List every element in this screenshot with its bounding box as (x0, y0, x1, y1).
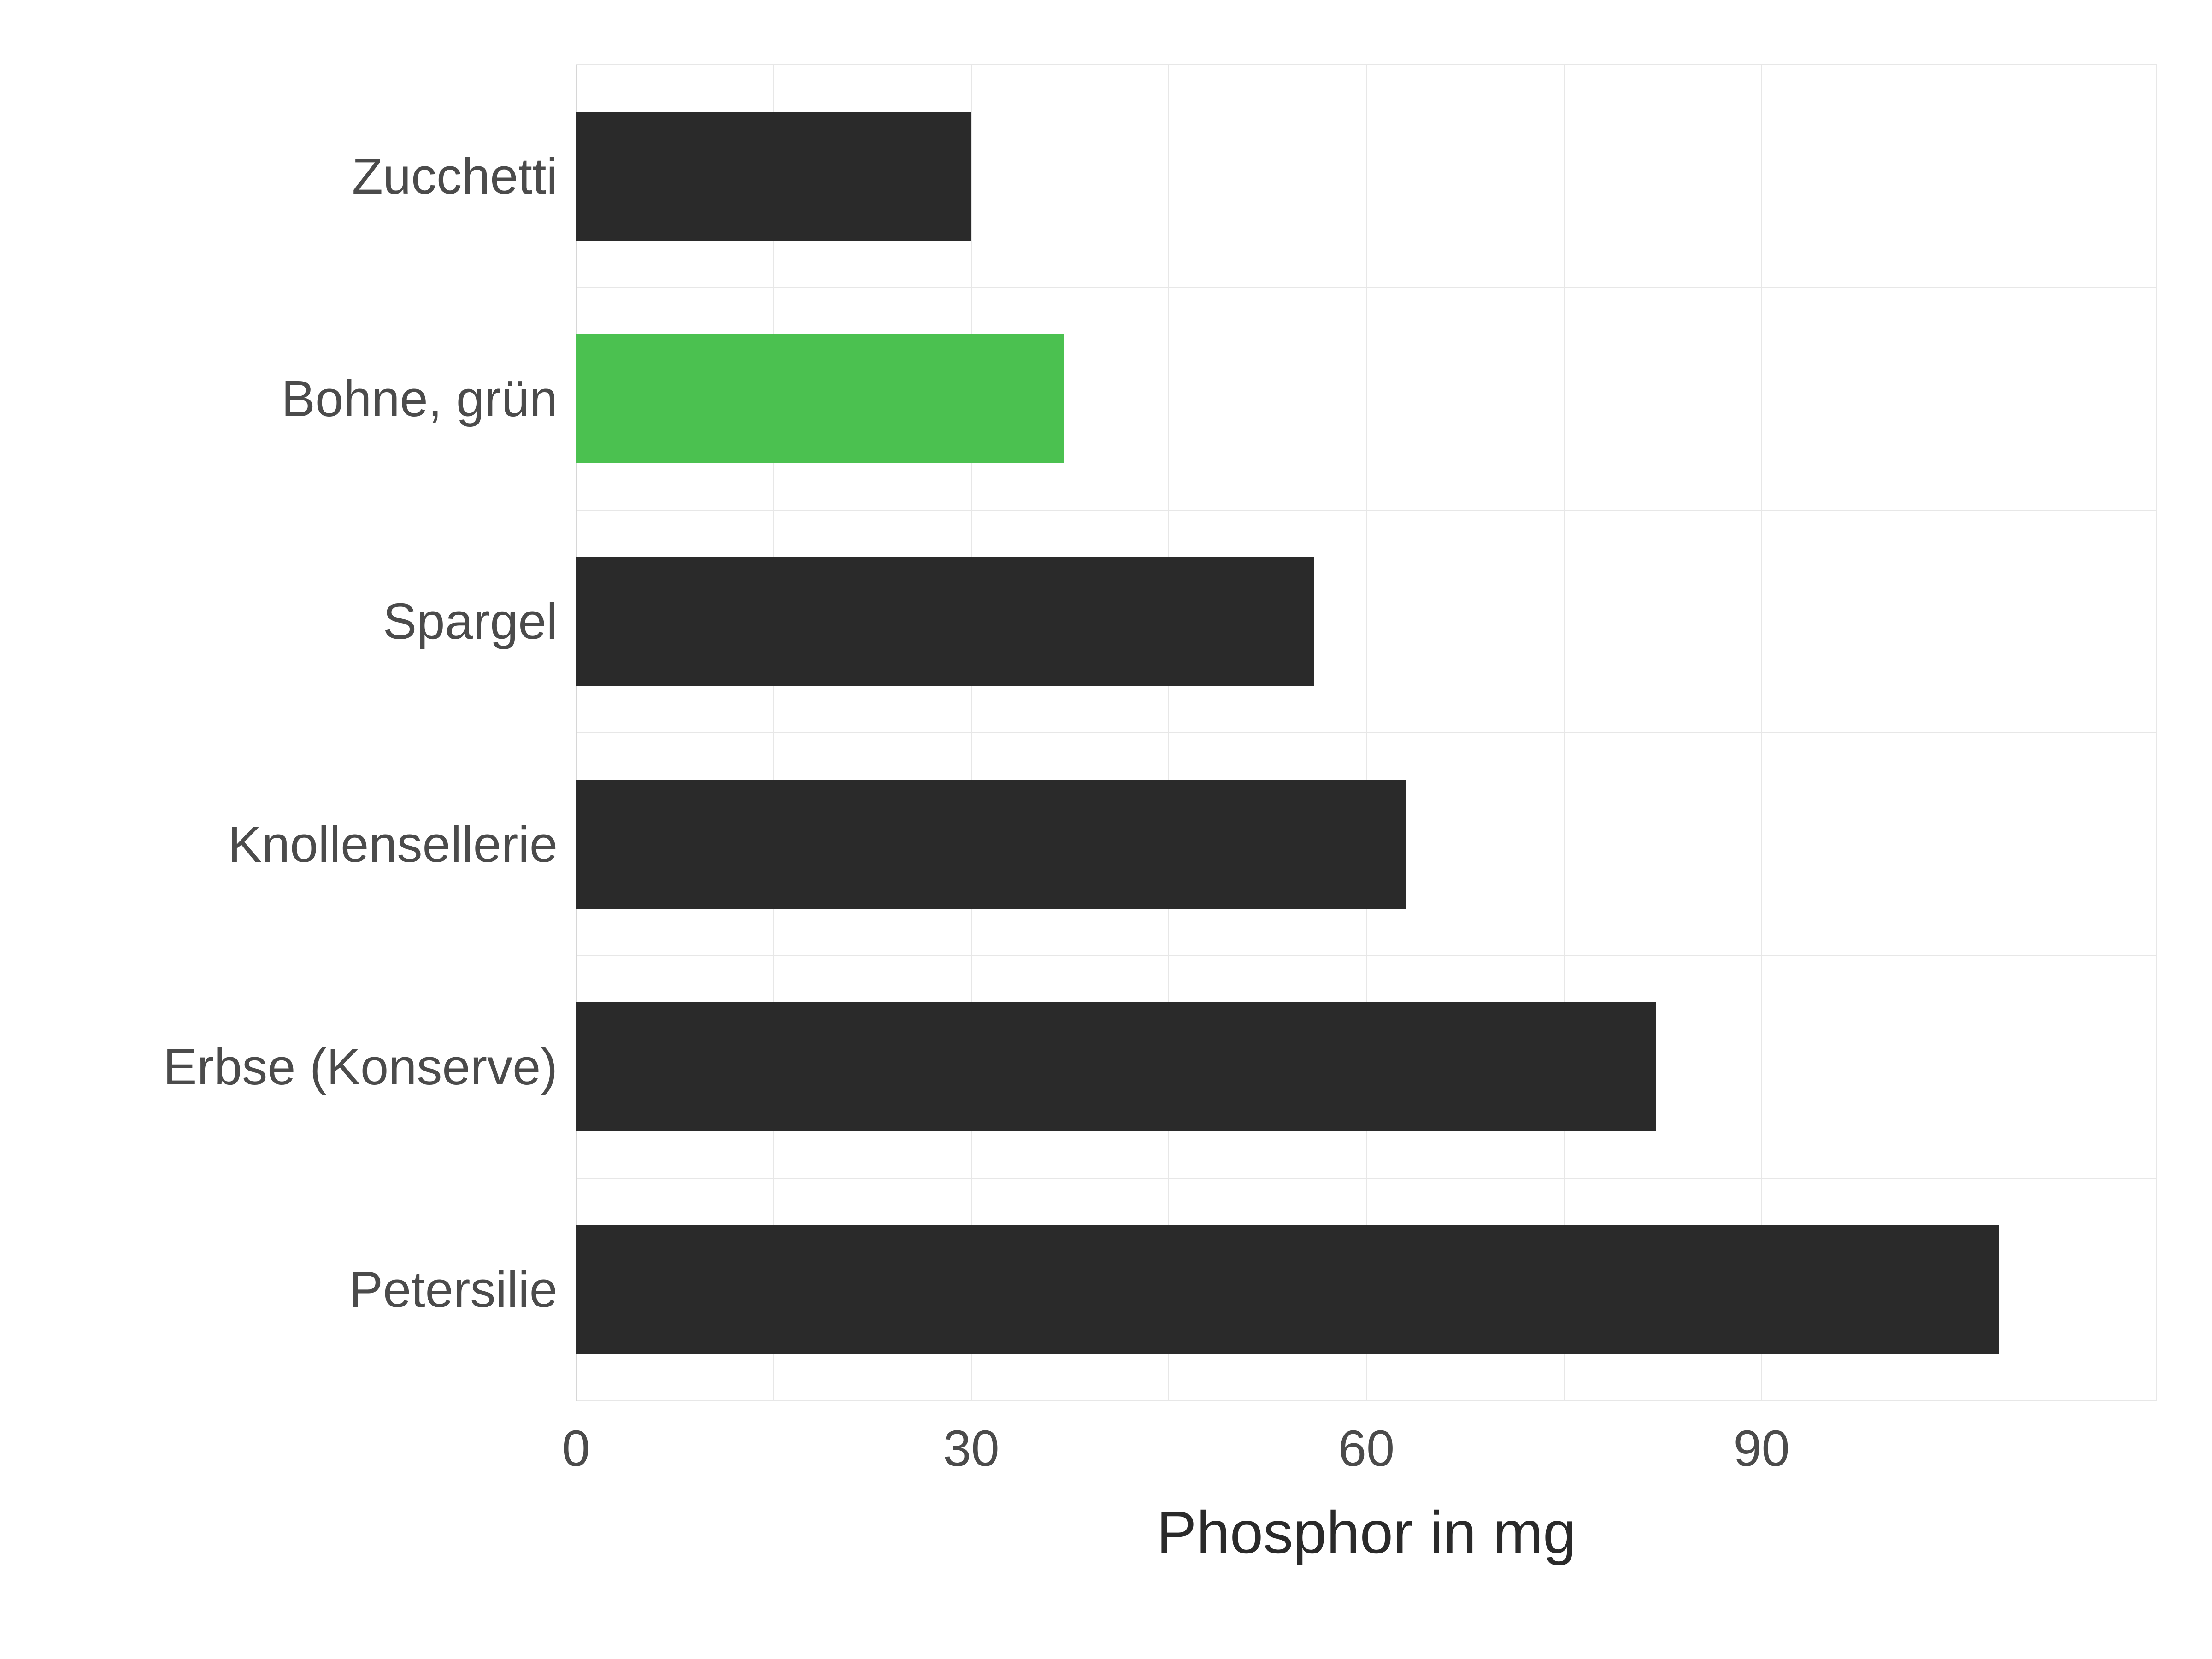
y-tick-label: Bohne, grün (282, 370, 558, 428)
bar (576, 1002, 1656, 1131)
y-tick-label: Knollensellerie (228, 815, 558, 874)
grid-line-horizontal (576, 287, 2157, 288)
y-axis-line (576, 65, 577, 1401)
plot-area (576, 65, 2157, 1401)
y-tick-label: Zucchetti (352, 147, 558, 206)
bar (576, 780, 1406, 909)
y-tick-label: Spargel (383, 592, 558, 651)
bar (576, 1225, 1999, 1354)
x-axis-title: Phosphor in mg (1157, 1498, 1577, 1567)
bar (576, 334, 1064, 463)
grid-line-horizontal (576, 1178, 2157, 1179)
x-tick-label: 60 (1338, 1419, 1394, 1478)
phosphor-bar-chart: Zucchetti Bohne, grün Spargel Knollenseller… (0, 0, 2212, 1659)
bar (576, 112, 971, 241)
x-tick-label: 30 (943, 1419, 999, 1478)
bar (576, 557, 1314, 686)
y-tick-label: Erbse (Konserve) (163, 1038, 558, 1096)
grid-line-horizontal (576, 955, 2157, 956)
x-tick-label: 0 (562, 1419, 590, 1478)
grid-line-horizontal (576, 64, 2157, 65)
grid-line-horizontal (576, 732, 2157, 733)
x-tick-label: 90 (1733, 1419, 1789, 1478)
y-tick-label: Petersilie (349, 1260, 558, 1319)
grid-line-horizontal (576, 510, 2157, 511)
grid-line-horizontal (576, 1400, 2157, 1401)
